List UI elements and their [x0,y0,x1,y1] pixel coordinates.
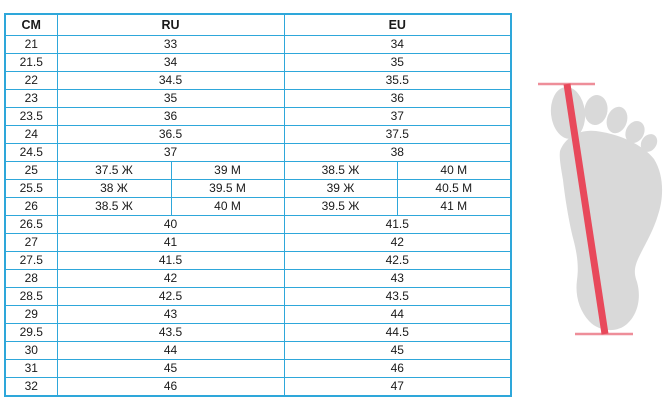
cell-eu: 35.5 [283,71,512,90]
cell-ru: 38.5 Ж [56,197,172,216]
cell-ru: 42 [56,269,285,288]
table-row: 28.5 42.5 43.5 [4,287,512,306]
cell-eu: 42.5 [283,251,512,270]
cell-eu: 41 М [396,197,512,216]
measure-line-icon [538,82,633,336]
cell-ru: 43.5 [56,323,285,342]
cell-eu: 34 [283,35,512,54]
table-row: 29 43 44 [4,305,512,324]
cell-cm: 23.5 [4,107,58,126]
cell-cm: 21.5 [4,53,58,72]
cell-eu: 41.5 [283,215,512,234]
cell-eu: 39.5 Ж [283,197,398,216]
cell-eu: 43 [283,269,512,288]
table-row: 24 36.5 37.5 [4,125,512,144]
cell-ru: 42.5 [56,287,285,306]
cell-cm: 23 [4,89,58,108]
table-row: 32 46 47 [4,377,512,397]
col-header-eu: EU [283,13,512,36]
cell-ru: 40 М [170,197,285,216]
cell-eu: 40.5 М [396,179,512,198]
cell-eu: 46 [283,359,512,378]
cell-eu: 45 [283,341,512,360]
cell-cm: 28 [4,269,58,288]
footprint-shape [550,87,663,331]
cell-eu: 38.5 Ж [283,161,398,180]
table-row: 22 34.5 35.5 [4,71,512,90]
cell-ru: 36.5 [56,125,285,144]
table-row: 28 42 43 [4,269,512,288]
table-row: 24.5 37 38 [4,143,512,162]
cell-ru: 33 [56,35,285,54]
cell-ru: 35 [56,89,285,108]
table-row: 21.5 34 35 [4,53,512,72]
table-header-row: CM RU EU [4,13,512,36]
table-row: 27 41 42 [4,233,512,252]
cell-eu: 37 [283,107,512,126]
cell-ru: 39 М [170,161,285,180]
cell-cm: 21 [4,35,58,54]
cell-cm: 30 [4,341,58,360]
cell-ru: 43 [56,305,285,324]
table-row: 23.5 36 37 [4,107,512,126]
table-row: 29.5 43.5 44.5 [4,323,512,342]
table-row: 25 37.5 Ж 39 М 38.5 Ж 40 М [4,161,512,180]
cell-cm: 29.5 [4,323,58,342]
cell-ru: 37.5 Ж [56,161,172,180]
cell-ru: 34 [56,53,285,72]
cell-eu: 44.5 [283,323,512,342]
cell-eu: 38 [283,143,512,162]
cell-cm: 28.5 [4,287,58,306]
cell-eu: 43.5 [283,287,512,306]
cell-eu: 37.5 [283,125,512,144]
table-row: 26.5 40 41.5 [4,215,512,234]
cell-cm: 26 [4,197,58,216]
cell-cm: 31 [4,359,58,378]
cell-cm: 26.5 [4,215,58,234]
cell-cm: 27.5 [4,251,58,270]
cell-eu: 42 [283,233,512,252]
cell-cm: 25.5 [4,179,58,198]
cell-eu: 36 [283,89,512,108]
foot-measurement-icon [538,82,663,336]
cell-eu: 40 М [396,161,512,180]
size-table: CM RU EU 21 33 34 21.5 34 35 22 34.5 35.5 23 35 36 2… [4,13,512,397]
table-row: 23 35 36 [4,89,512,108]
table-row: 31 45 46 [4,359,512,378]
cell-cm: 22 [4,71,58,90]
col-header-cm: CM [4,13,58,36]
cell-cm: 25 [4,161,58,180]
cell-eu: 44 [283,305,512,324]
table-row: 21 33 34 [4,35,512,54]
cell-ru: 37 [56,143,285,162]
cell-cm: 24 [4,125,58,144]
cell-eu: 39 Ж [283,179,398,198]
cell-ru: 36 [56,107,285,126]
table-row: 26 38.5 Ж 40 М 39.5 Ж 41 М [4,197,512,216]
cell-ru: 41.5 [56,251,285,270]
cell-ru: 40 [56,215,285,234]
size-table-body: 21 33 34 21.5 34 35 22 34.5 35.5 23 35 36 23.5 36 37 24… [4,35,512,397]
cell-ru: 34.5 [56,71,285,90]
col-header-ru: RU [56,13,285,36]
cell-eu: 35 [283,53,512,72]
cell-cm: 27 [4,233,58,252]
cell-ru: 38 Ж [56,179,172,198]
table-row: 25.5 38 Ж 39.5 М 39 Ж 40.5 М [4,179,512,198]
cell-ru: 45 [56,359,285,378]
cell-ru: 39.5 М [170,179,285,198]
cell-cm: 29 [4,305,58,324]
cell-ru: 41 [56,233,285,252]
table-row: 27.5 41.5 42.5 [4,251,512,270]
cell-cm: 24.5 [4,143,58,162]
cell-ru: 44 [56,341,285,360]
cell-ru: 46 [56,377,285,397]
cell-eu: 47 [283,377,512,397]
table-row: 30 44 45 [4,341,512,360]
cell-cm: 32 [4,377,58,397]
